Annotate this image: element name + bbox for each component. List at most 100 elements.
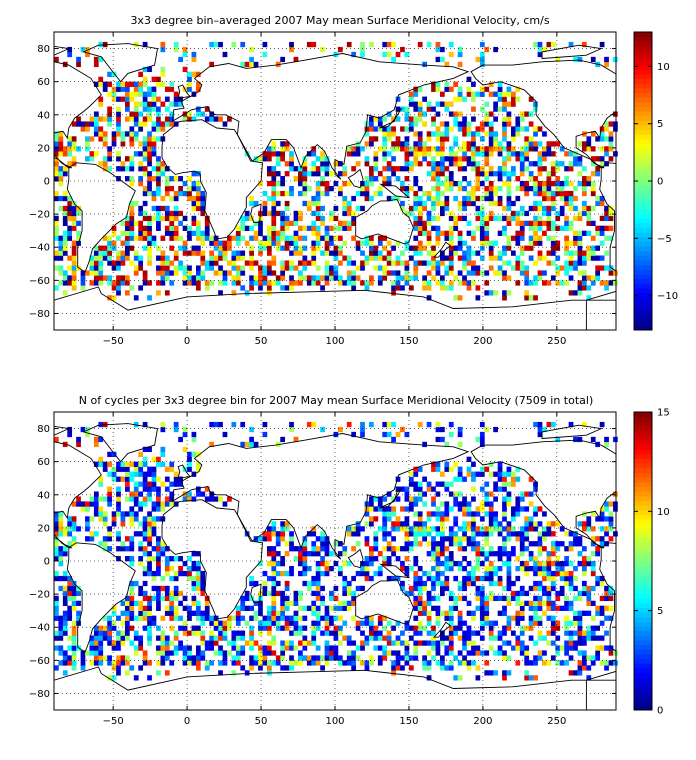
bin-cell [133,471,139,477]
bin-cell [62,615,68,621]
bin-cell [581,146,587,152]
bin-cell [346,210,352,217]
bin-cell [249,595,254,602]
bin-cell [360,240,365,246]
bin-cell [395,635,401,641]
bin-cell [533,561,538,567]
bin-cell [484,426,490,433]
y-tick-label: 80 [37,44,50,55]
bin-cell [142,141,148,147]
bin-cell [404,151,410,157]
bin-cell [151,546,157,552]
bin-cell [138,265,144,271]
bin-cell [311,250,317,256]
bin-cell [440,101,445,107]
bin-cell [244,240,250,246]
bin-cell [129,235,135,241]
bin-cell [218,290,223,296]
bin-cell [249,255,254,261]
bin-cell [164,645,170,651]
bin-cell [76,590,81,597]
bin-cell [235,605,241,611]
bin-cell [391,506,396,512]
bin-cell [298,570,303,577]
bin-cell [555,245,561,251]
bin-cell [479,561,485,567]
bin-cell [116,86,121,92]
bin-cell [364,235,370,241]
bin-cell [581,546,587,552]
bin-cell [142,136,148,142]
bin-cell [333,615,339,621]
bin-cell [573,541,578,547]
bin-cell [382,181,388,187]
bin-cell [568,255,574,261]
bin-cell [151,585,157,592]
bin-cell [147,486,152,492]
bin-cell [471,546,476,552]
bin-cell [457,660,463,666]
bin-cell [315,166,321,172]
bin-cell [586,600,592,606]
bin-cell [271,270,277,276]
bin-cell [142,521,148,527]
bin-cell [479,240,485,246]
bin-cell [519,181,525,187]
bin-cell [342,210,348,217]
bin-cell [502,625,507,631]
bin-cell [524,151,530,157]
bin-cell [395,521,401,527]
bin-cell [209,61,215,68]
bin-cell [129,516,135,522]
bin-cell [147,570,152,577]
colorbar-tick-label: 10 [657,507,670,518]
bin-cell [342,255,348,261]
bin-cell [369,501,374,507]
bin-cell [435,131,441,137]
bin-cell [231,660,237,666]
bin-cell [542,131,547,137]
bin-cell [382,275,388,281]
bin-cell [471,476,476,482]
bin-cell [315,580,321,587]
bin-cell [138,541,144,547]
bin-cell [173,426,179,433]
bin-cell [284,285,290,291]
bin-cell [138,225,144,231]
bin-cell [98,436,104,443]
bin-cell [280,605,286,611]
bin-cell [156,561,161,567]
bin-cell [444,205,450,212]
bin-cell [156,551,161,557]
bin-cell [67,225,73,231]
bin-cell [519,565,525,572]
bin-cell [280,235,286,241]
bin-cell [116,255,121,261]
bin-cell [58,556,64,562]
bin-cell [89,265,95,271]
bin-cell [111,521,117,527]
bin-cell [422,96,427,102]
bin-cell [440,260,445,266]
bin-cell [333,161,339,167]
bin-cell [453,116,459,122]
bin-cell [178,210,183,217]
bin-cell [54,225,59,231]
bin-cell [604,215,609,222]
bin-cell [311,580,317,587]
bin-cell [457,51,463,58]
bin-cell [533,486,538,492]
bin-cell [502,541,507,547]
bin-cell [191,171,197,177]
bin-cell [351,270,357,276]
bin-cell [484,650,490,656]
bin-cell [116,660,121,666]
bin-cell [62,166,68,172]
bin-cell [311,531,317,537]
bin-cell [373,265,379,271]
bin-cell [497,461,503,467]
bin-cell [200,630,206,636]
bin-cell [417,136,423,142]
bin-cell [107,91,112,97]
y-tick-label: 0 [44,177,50,188]
